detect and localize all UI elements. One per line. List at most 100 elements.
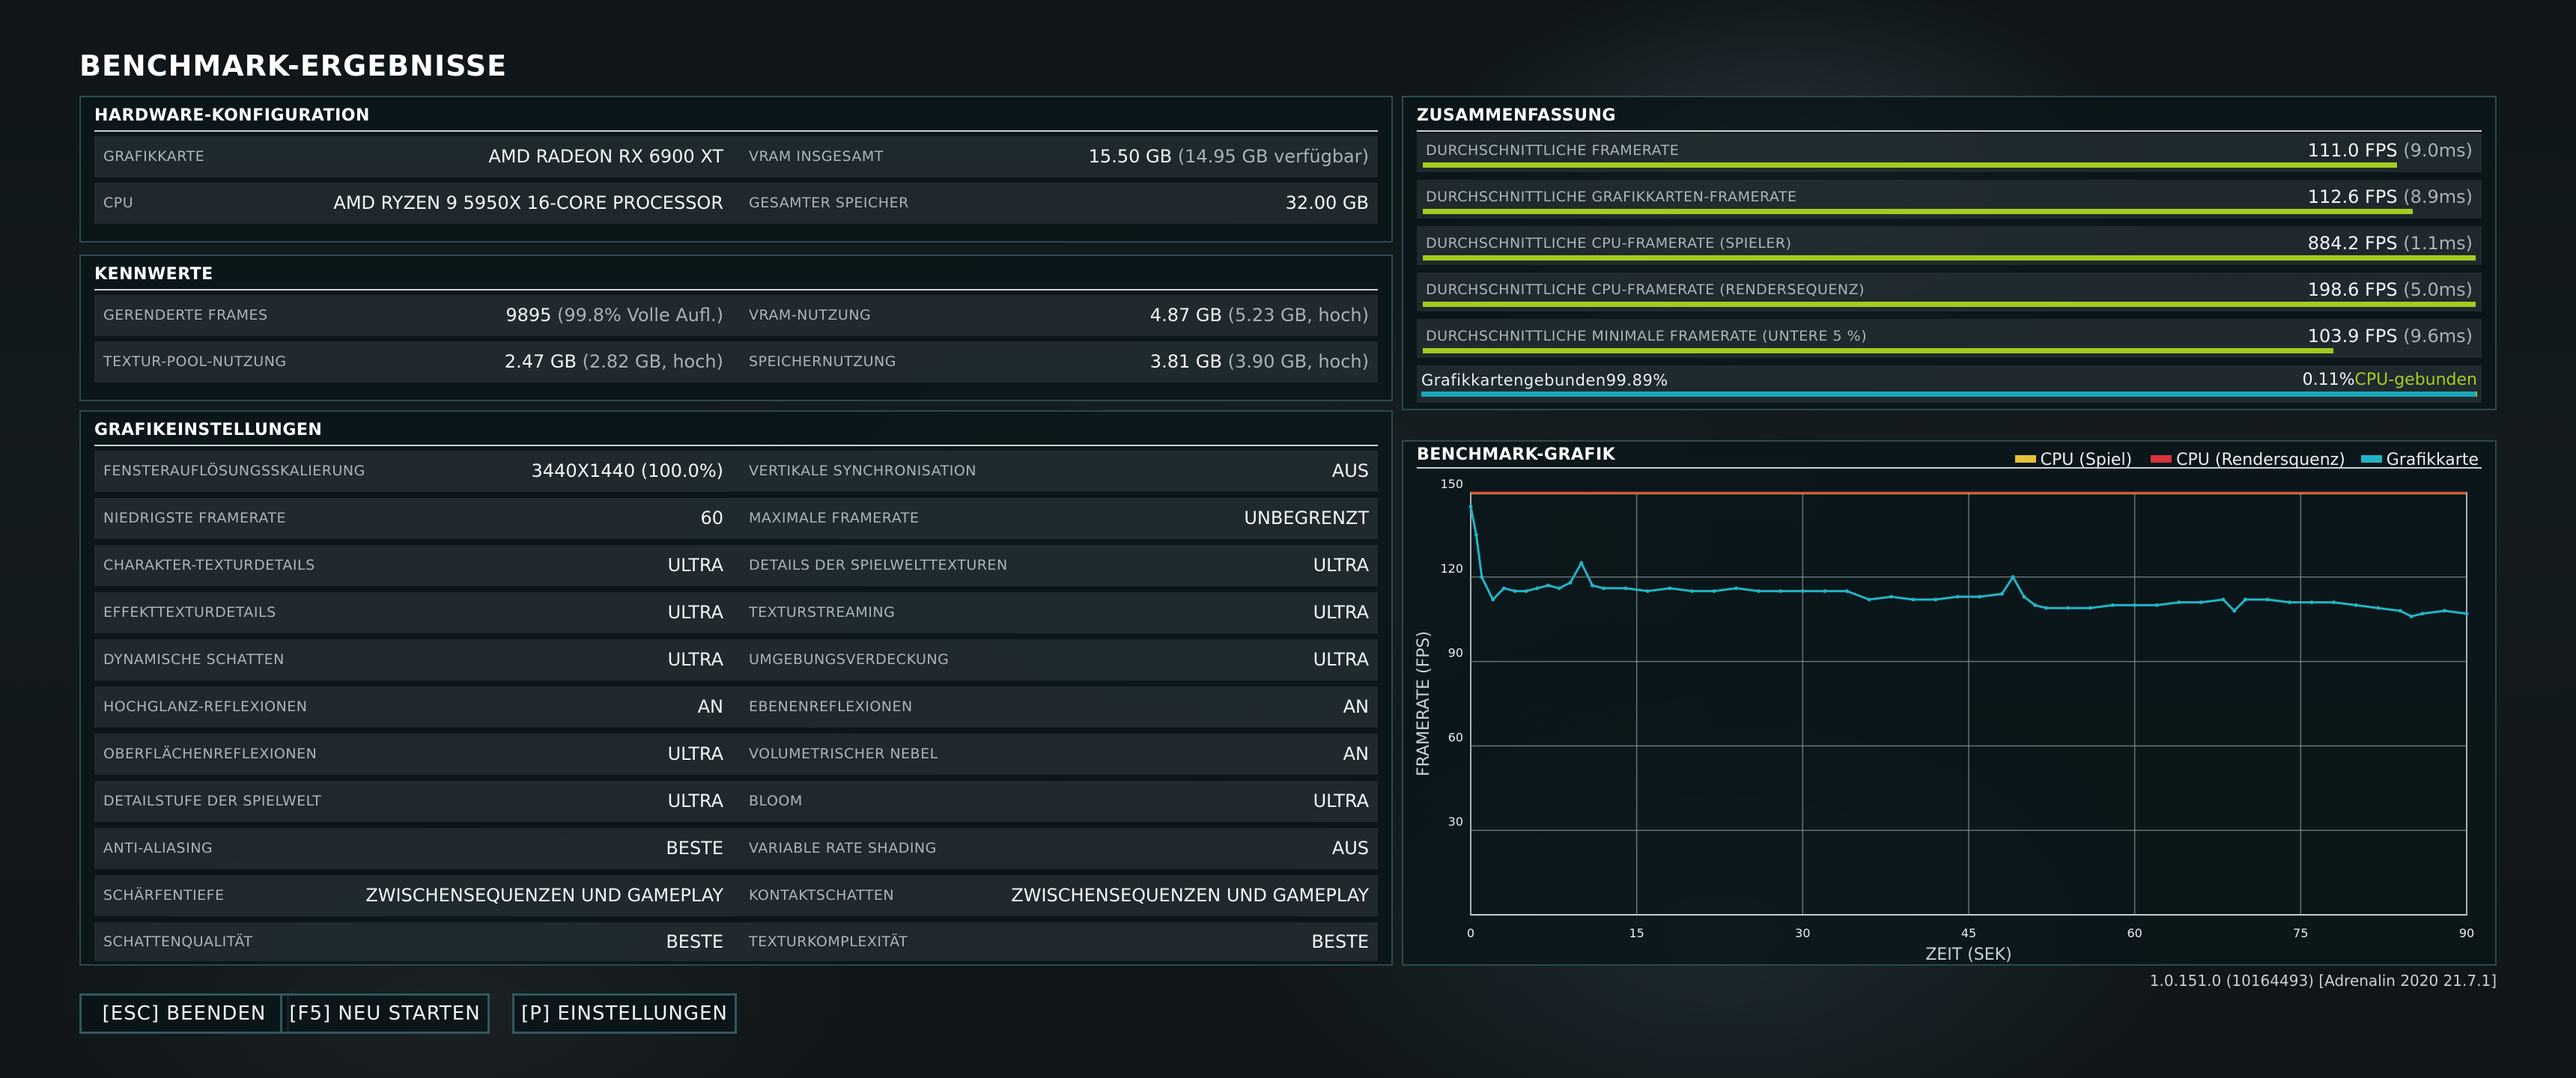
metric-label: TEXTUR-POOL-NUTZUNG	[103, 353, 287, 370]
gpu-data-point	[1823, 589, 1827, 594]
setting-label: VARIABLE RATE SHADING	[749, 840, 937, 856]
metric-value: 4.87 GB (5.23 GB, hoch)	[1149, 305, 1369, 326]
gpu-data-point	[1468, 505, 1473, 509]
y-axis-label: FRAMERATE (FPS)	[1415, 631, 1433, 776]
gpu-data-point	[1778, 589, 1783, 594]
setting-label: VERTIKALE SYNCHRONISATION	[749, 463, 977, 479]
setting-label: EFFEKTTEXTURDETAILS	[103, 604, 276, 621]
settings-row: ANTI-ALIASING BESTE VARIABLE RATE SHADING A…	[94, 828, 1378, 869]
setting-value: ULTRA	[667, 649, 723, 670]
gpu-data-point	[1501, 586, 1506, 591]
cpu-bound-label: 0.11%CPU-gebunden	[2302, 371, 2477, 389]
setting-label: OBERFLÄCHENREFLEXIONEN	[103, 746, 318, 762]
bound-bar	[1421, 392, 2477, 397]
summary-title: ZUSAMMENFASSUNG	[1417, 105, 2482, 132]
setting-value: ULTRA	[1313, 555, 1369, 576]
legend-swatch-gpu	[2360, 455, 2382, 463]
setting-label: CHARAKTER-TEXTURDETAILS	[103, 557, 315, 573]
gpu-data-point	[2376, 606, 2381, 610]
gpu-data-point	[1535, 586, 1540, 591]
setting-value: UNBEGRENZT	[1244, 508, 1369, 529]
chart-legend: CPU (Spiel) CPU (Rendersquenz) Grafikkar…	[2002, 448, 2479, 473]
framerate-bar	[1423, 255, 2476, 261]
gpu-data-point	[2243, 597, 2247, 602]
setting-value: AN	[1343, 696, 1369, 717]
setting-value: ULTRA	[667, 791, 723, 811]
restart-button[interactable]: [F5] NEU STARTEN	[280, 993, 490, 1034]
gpu-data-point	[2464, 612, 2469, 616]
gpu-data-point	[1867, 597, 1871, 602]
setting-label: FENSTERAUFLÖSUNGSSKALIERUNG	[103, 463, 365, 479]
setting-label: DETAILSTUFE DER SPIELWELT	[103, 793, 322, 809]
summary-value: 884.2 FPS (1.1ms)	[2307, 233, 2473, 254]
setting-label: ANTI-ALIASING	[103, 840, 213, 856]
metrics-row: GERENDERTE FRAMES 9895 (99.8% Volle Aufl…	[94, 295, 1378, 336]
gpu-data-point	[1668, 586, 1672, 591]
gpu-data-point	[2265, 597, 2270, 602]
setting-value: ULTRA	[1313, 791, 1369, 811]
setting-value: ZWISCHENSEQUENZEN UND GAMEPLAY	[365, 885, 723, 906]
gpu-data-point	[2044, 606, 2048, 610]
setting-label: DETAILS DER SPIELWELTTEXTUREN	[749, 557, 1008, 573]
chart-title: BENCHMARK-GRAFIK	[1417, 442, 2482, 469]
summary-label: DURCHSCHNITTLICHE CPU-FRAMERATE (SPIELER…	[1426, 235, 1792, 252]
settings-row: FENSTERAUFLÖSUNGSSKALIERUNG 3440X1440 (10…	[94, 451, 1378, 492]
x-tick-label: 45	[1961, 926, 1976, 940]
metric-label: VRAM-NUTZUNG	[749, 307, 872, 323]
setting-value: ULTRA	[1313, 649, 1369, 670]
hardware-row: GRAFIKKARTE AMD RADEON RX 6900 XT VRAM I…	[94, 136, 1378, 177]
hardware-title: HARDWARE-KONFIGURATION	[94, 105, 1378, 132]
gpu-data-point	[2309, 600, 2314, 605]
gpu-data-point	[2288, 600, 2292, 605]
gpu-data-point	[1911, 597, 1916, 602]
x-tick-label: 60	[2127, 926, 2142, 940]
setting-value: ULTRA	[667, 602, 723, 623]
setting-label: EBENENREFLEXIONEN	[749, 698, 913, 715]
setting-label: DYNAMISCHE SCHATTEN	[103, 651, 285, 668]
x-tick-label: 90	[2459, 926, 2474, 940]
summary-row: DURCHSCHNITTLICHE FRAMERATE 111.0 FPS (9…	[1417, 133, 2482, 172]
gpu-data-point	[2066, 606, 2071, 610]
x-axis-label: ZEIT (SEK)	[1925, 945, 2011, 964]
setting-value: AMD RYZEN 9 5950X 16-CORE PROCESSOR	[333, 192, 723, 213]
gpu-data-point	[2022, 594, 2026, 599]
framerate-bar	[1423, 162, 2397, 168]
gpu-data-point	[2089, 606, 2093, 610]
gpu-data-point	[1557, 586, 1561, 591]
gpu-data-point	[2232, 609, 2237, 613]
gpu-data-point	[2398, 609, 2402, 613]
summary-value: 198.6 FPS (5.0ms)	[2307, 279, 2473, 300]
gpu-data-point	[1601, 586, 1606, 591]
gpu-data-point	[1955, 594, 1960, 599]
summary-value: 111.0 FPS (9.0ms)	[2307, 140, 2473, 161]
hardware-row: CPU AMD RYZEN 9 5950X 16-CORE PROCESSOR …	[94, 183, 1378, 224]
quit-button[interactable]: [ESC] BEENDEN	[79, 993, 289, 1034]
setting-value: BESTE	[666, 838, 723, 859]
summary-panel: ZUSAMMENFASSUNG DURCHSCHNITTLICHE FRAMER…	[1402, 96, 2497, 410]
gpu-data-point	[1474, 532, 1478, 537]
legend-swatch-cpu-render	[2151, 455, 2172, 463]
y-tick-label: 60	[1448, 730, 1463, 744]
summary-label: DURCHSCHNITTLICHE CPU-FRAMERATE (RENDERS…	[1426, 281, 1865, 298]
setting-value: ULTRA	[667, 743, 723, 764]
gpu-data-point	[1844, 589, 1849, 594]
settings-row: DETAILSTUFE DER SPIELWELT ULTRA BLOOM ULTRA	[94, 781, 1378, 822]
y-tick-label: 120	[1440, 561, 1463, 576]
setting-label: UMGEBUNGSVERDECKUNG	[749, 651, 950, 668]
setting-value: 15.50 GB (14.95 GB verfügbar)	[1088, 146, 1369, 167]
version-info: 1.0.151.0 (10164493) [Adrenalin 2020 21.…	[2149, 972, 2497, 990]
legend-cpu-render: CPU (Rendersquenz)	[2176, 451, 2345, 469]
setting-label: GRAFIKKARTE	[103, 148, 205, 165]
settings-button[interactable]: [P] EINSTELLUNGEN	[512, 993, 737, 1034]
framerate-bar	[1423, 302, 2476, 307]
setting-label: MAXIMALE FRAMERATE	[749, 510, 920, 526]
x-tick-label: 75	[2293, 926, 2308, 940]
settings-row: SCHÄRFENTIEFE ZWISCHENSEQUENZEN UND GAMEP…	[94, 875, 1378, 916]
gpu-bound-label: Grafikkartengebunden99.89%	[1421, 371, 1668, 389]
gpu-data-point	[1524, 589, 1528, 594]
gpu-data-point	[1734, 586, 1739, 591]
setting-label: KONTAKTSCHATTEN	[749, 887, 895, 904]
setting-value: 32.00 GB	[1285, 192, 1369, 213]
framerate-bar	[1423, 348, 2334, 353]
y-tick-label: 150	[1440, 477, 1463, 491]
